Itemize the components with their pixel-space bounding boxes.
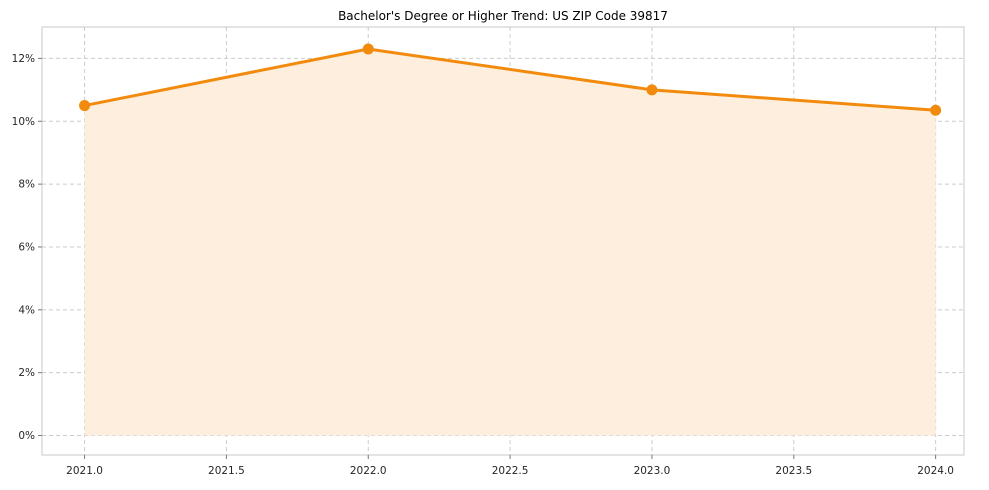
data-point-marker: [646, 84, 658, 96]
trend-line: [83, 47, 938, 112]
y-tick-label: 8%: [18, 179, 35, 191]
data-point-marker: [79, 100, 91, 112]
y-tick-label: 4%: [18, 304, 35, 316]
x-tick-label: 2022.0: [350, 465, 387, 477]
x-tick-label: 2023.0: [634, 465, 671, 477]
x-tick-label: 2023.5: [775, 465, 812, 477]
y-tick-label: 12%: [12, 53, 35, 65]
data-point-marker: [362, 43, 374, 55]
x-tick-label: 2024.0: [917, 465, 954, 477]
area-fill: [84, 48, 936, 436]
chart-title: Bachelor's Degree or Higher Trend: US ZI…: [338, 9, 668, 23]
plot-border: [41, 26, 965, 456]
x-tick-label: 2021.0: [66, 465, 103, 477]
x-tick-label: 2021.5: [208, 465, 245, 477]
y-tick-label: 0%: [18, 430, 35, 442]
y-tick-label: 6%: [18, 241, 35, 253]
x-tick-label: 2022.5: [492, 465, 529, 477]
y-tick-label: 2%: [18, 367, 35, 379]
data-point-marker: [930, 104, 942, 116]
y-tick-label: 10%: [12, 116, 35, 128]
